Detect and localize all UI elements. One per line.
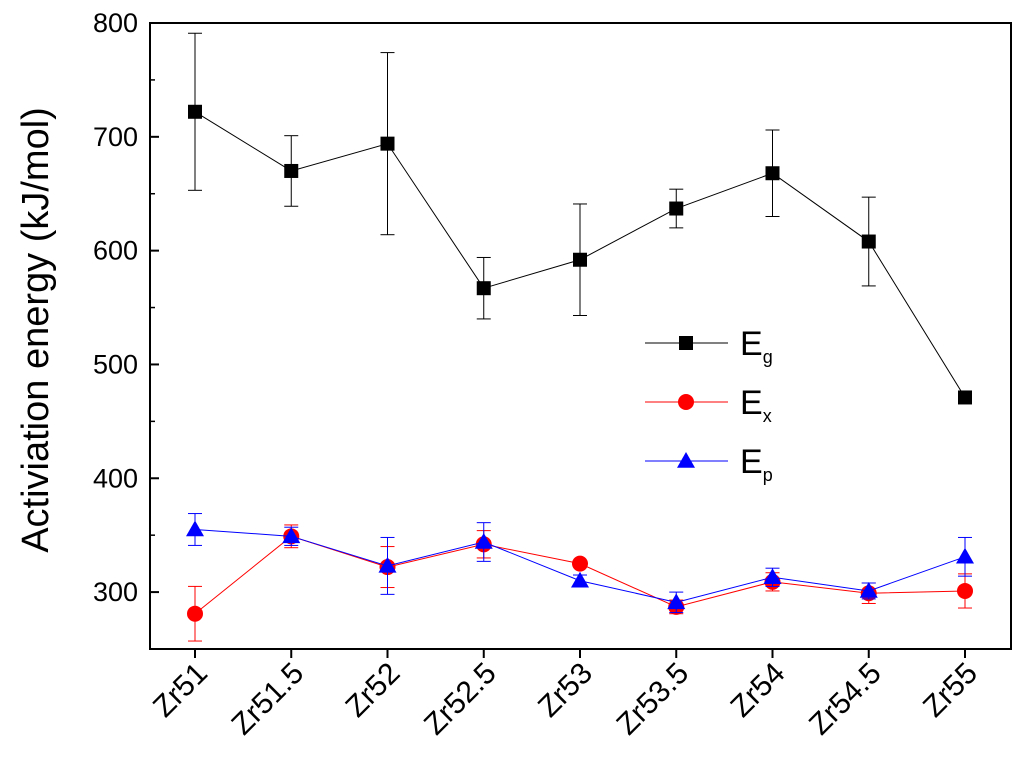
data-point-square (679, 336, 693, 350)
y-tick-label: 400 (93, 463, 138, 493)
x-tick-label: Zr54.5 (803, 657, 888, 742)
x-tick-label: Zr53 (532, 657, 599, 724)
x-tick-label: Zr52 (339, 657, 406, 724)
y-tick-label: 600 (93, 236, 138, 266)
x-tick-label: Zr55 (917, 657, 984, 724)
x-tick-label: Zr51.5 (226, 657, 311, 742)
data-point-triangle (859, 581, 878, 598)
series-E-p (186, 513, 974, 614)
legend-subscript: p (763, 465, 773, 485)
x-tick-label: Zr51 (147, 657, 214, 724)
data-point-square (669, 201, 684, 216)
series-E-g (188, 32, 972, 405)
data-point-circle (572, 555, 588, 572)
data-point-circle (187, 605, 203, 622)
x-tick-label: Zr54 (724, 657, 791, 724)
data-point-circle (957, 582, 973, 599)
data-point-square (380, 136, 395, 151)
data-point-triangle (186, 520, 204, 537)
x-tick-label: Zr52.5 (418, 657, 503, 742)
x-axis-ticks: Zr51 Zr51.5 Zr52 Zr52.5 Zr53 Zr53.5 Zr54 Zr54.5… (147, 649, 984, 741)
data-point-square (188, 104, 202, 119)
data-point-triangle (956, 547, 974, 564)
legend-entry: Ex (645, 384, 772, 426)
legend-entry: Ep (645, 443, 773, 485)
legend-label: Ex (740, 384, 772, 426)
legend-label: Ep (740, 443, 773, 485)
y-tick-label: 700 (93, 122, 138, 152)
y-axis-label: Activiation energy (kJ/mol) (15, 107, 57, 553)
data-point-square (476, 281, 491, 296)
data-point-circle (678, 394, 694, 410)
x-tick-label: Zr53.5 (611, 657, 696, 742)
data-point-square (765, 166, 780, 181)
data-point-triangle (282, 527, 301, 544)
data-point-square (958, 390, 972, 405)
data-point-triangle (677, 452, 695, 468)
data-point-triangle (378, 556, 397, 573)
y-axis-ticks: 300 400 500 600 700 800 (93, 8, 159, 607)
y-tick-label: 800 (93, 8, 138, 38)
legend-label: Eg (740, 325, 773, 367)
legend-subscript: x (763, 406, 772, 426)
plot-frame (149, 22, 1012, 650)
legend: Eg Ex Ep (645, 325, 773, 485)
legend-entry: Eg (645, 325, 773, 367)
data-point-square (573, 252, 587, 267)
data-point-triangle (667, 593, 686, 610)
series-layer (186, 32, 974, 642)
legend-subscript: g (763, 347, 773, 367)
data-point-triangle (571, 571, 589, 588)
data-point-square (861, 234, 876, 249)
data-point-triangle (763, 568, 782, 585)
data-point-triangle (474, 533, 493, 549)
data-point-square (284, 163, 299, 178)
y-tick-label: 500 (93, 349, 138, 379)
y-tick-label: 300 (93, 577, 138, 607)
